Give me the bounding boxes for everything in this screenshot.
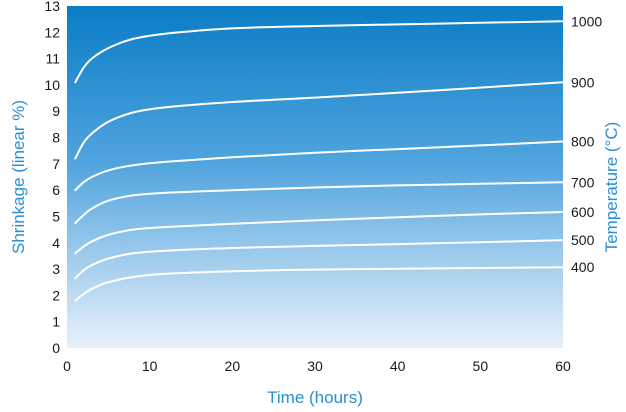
x-tick-label: 20: [225, 358, 241, 374]
series-line-400: [74, 266, 564, 302]
series-line-800: [74, 140, 564, 192]
series-label-500: 500: [571, 232, 595, 248]
series-curves: [74, 20, 564, 302]
y-tick-label: 11: [45, 51, 60, 67]
y-tick-label: 7: [52, 156, 60, 172]
series-line-500: [74, 239, 564, 280]
series-label-900: 900: [571, 74, 595, 90]
series-label-1000: 1000: [571, 13, 602, 29]
y-tick-label: 3: [52, 261, 60, 277]
temperature-labels: 400 500 600 700 800 900 1000: [571, 13, 602, 275]
series-label-600: 600: [571, 204, 595, 220]
y-tick-label: 9: [52, 103, 60, 119]
series-line-600: [74, 211, 564, 255]
right-axis-title: Temperature (°C): [602, 122, 621, 253]
y-tick-label: 8: [52, 130, 60, 146]
y-tick-label: 0: [52, 340, 60, 356]
series-label-800: 800: [571, 133, 595, 149]
y-tick-label: 2: [52, 287, 60, 303]
x-tick-label: 50: [473, 358, 489, 374]
y-tick-label: 10: [44, 77, 60, 93]
x-tick-label: 30: [307, 358, 323, 374]
series-line-900: [74, 81, 564, 160]
plot-area: [67, 6, 563, 348]
series-label-700: 700: [571, 174, 595, 190]
series-line-700: [74, 181, 564, 224]
x-axis-title: Time (hours): [267, 388, 363, 407]
y-axis-title: Shrinkage (linear %): [9, 100, 28, 254]
y-tick-label: 4: [52, 235, 60, 251]
x-tick-label: 10: [142, 358, 158, 374]
x-tick-label: 0: [63, 358, 71, 374]
y-tick-label: 6: [52, 182, 60, 198]
x-tick-label: 40: [390, 358, 406, 374]
x-axis-ticks: 0 10 20 30 40 50 60: [63, 358, 571, 374]
y-tick-label: 5: [52, 208, 60, 224]
y-tick-label: 13: [44, 0, 60, 14]
y-tick-label: 1: [52, 314, 60, 330]
series-label-400: 400: [571, 259, 595, 275]
series-line-1000: [74, 20, 564, 84]
y-tick-label: 12: [44, 24, 60, 40]
x-tick-label: 60: [555, 358, 571, 374]
